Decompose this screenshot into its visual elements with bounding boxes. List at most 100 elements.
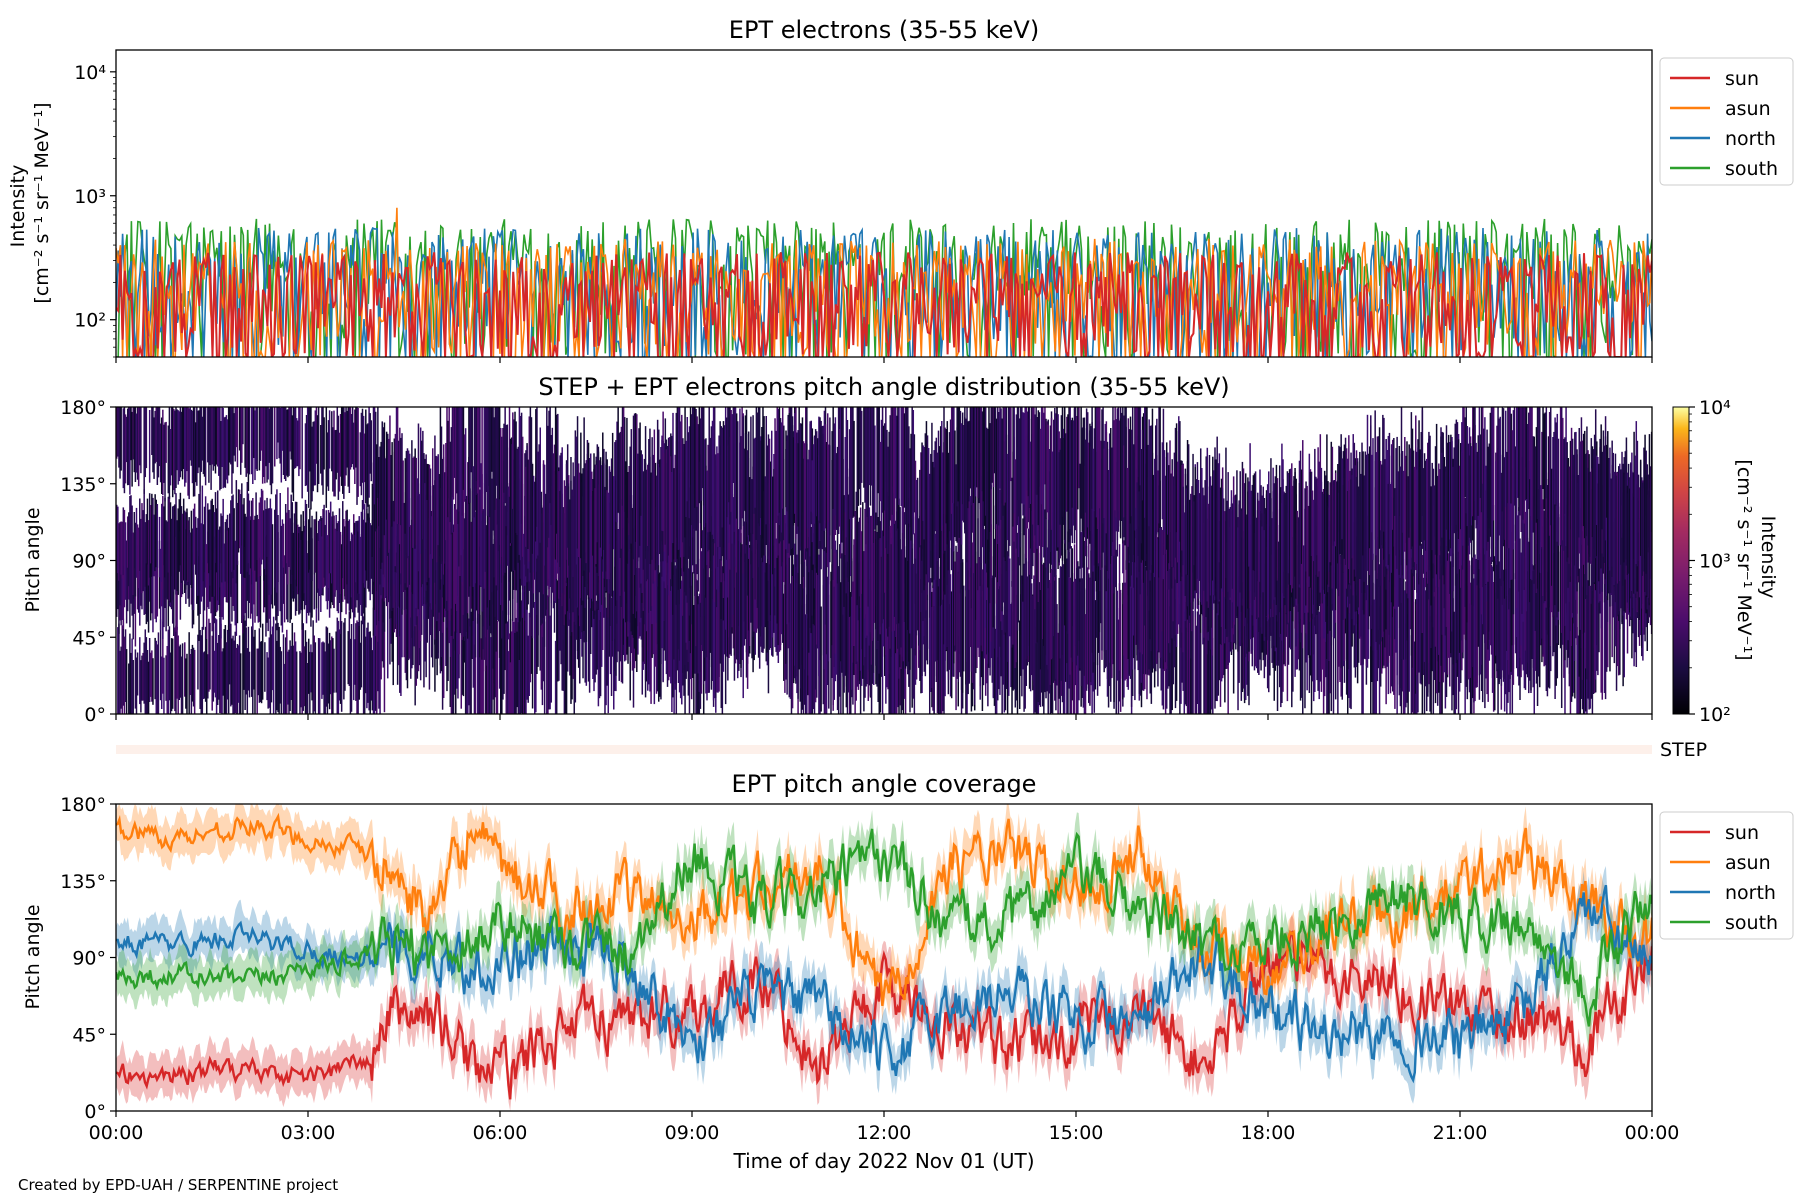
- heatmap-cell: [779, 500, 782, 651]
- heatmap-cell: [406, 552, 409, 689]
- heatmap-cell: [1449, 442, 1451, 540]
- heatmap-cell: [162, 621, 164, 694]
- heatmap-cell: [1440, 436, 1442, 552]
- heatmap-cell: [877, 517, 879, 641]
- heatmap-cell: [1435, 423, 1438, 575]
- heatmap-cell: [365, 522, 367, 571]
- heatmap-cell: [189, 407, 192, 461]
- heatmap-cell: [282, 523, 285, 568]
- heatmap-cell: [1475, 558, 1477, 688]
- heatmap-cell: [1412, 547, 1415, 669]
- heatmap-cell: [506, 424, 509, 536]
- heatmap-cell: [968, 476, 970, 590]
- heatmap-cell: [286, 409, 288, 476]
- heatmap-cell: [969, 542, 972, 647]
- heatmap-cell: [1334, 472, 1337, 547]
- heatmap-cell: [1346, 491, 1349, 597]
- heatmap-cell: [1282, 459, 1284, 603]
- heatmap-cell: [689, 546, 692, 654]
- heatmap-cell: [480, 638, 482, 714]
- heatmap-cell: [615, 480, 617, 606]
- heatmap-cell: [304, 630, 307, 714]
- heatmap-cell: [158, 407, 161, 467]
- heatmap-cell: [117, 506, 119, 574]
- heatmap-cell: [1422, 577, 1425, 675]
- heatmap-cell: [984, 541, 987, 628]
- heatmap-cell: [894, 407, 897, 499]
- heatmap-cell: [638, 428, 640, 558]
- heatmap-cell: [239, 653, 242, 714]
- heatmap-cell: [922, 488, 924, 621]
- heatmap-cell: [238, 489, 241, 549]
- heatmap-cell: [267, 657, 269, 709]
- heatmap-cell: [1452, 553, 1454, 665]
- heatmap-cell: [743, 448, 746, 511]
- heatmap-cell: [593, 453, 595, 619]
- heatmap-cell: [1580, 631, 1583, 699]
- heatmap-cell: [207, 407, 209, 463]
- heatmap-cell: [1339, 452, 1341, 555]
- heatmap-cell: [854, 587, 856, 714]
- heatmap-cell: [157, 407, 160, 478]
- heatmap-cell: [859, 572, 862, 671]
- heatmap-cell: [500, 529, 502, 605]
- heatmap-cell: [1376, 436, 1379, 539]
- heatmap-cell: [1330, 590, 1333, 712]
- heatmap-cell: [1330, 441, 1333, 566]
- heatmap-cell: [1061, 407, 1064, 556]
- heatmap-cell: [570, 595, 572, 704]
- heatmap-cell: [994, 407, 997, 530]
- heatmap-cell: [740, 533, 742, 668]
- heatmap-cell: [518, 510, 521, 660]
- heatmap-cell: [163, 424, 165, 483]
- heatmap-cell: [726, 539, 728, 657]
- heatmap-cell: [368, 632, 370, 711]
- heatmap-cell: [487, 586, 490, 714]
- heatmap-cell: [1500, 472, 1503, 586]
- heatmap-cell: [1533, 565, 1536, 689]
- heatmap-cell: [309, 545, 311, 613]
- heatmap-cell: [250, 626, 253, 697]
- heatmap-cell: [139, 545, 141, 626]
- heatmap-cell: [401, 576, 403, 658]
- heatmap-cell: [915, 480, 918, 574]
- heatmap-cell: [1209, 476, 1212, 596]
- heatmap-cell: [297, 420, 299, 467]
- heatmap-cell: [606, 565, 608, 686]
- heatmap-cell: [1322, 494, 1325, 590]
- heatmap-cell: [490, 488, 492, 634]
- heatmap-cell: [1283, 571, 1285, 665]
- heatmap-cell: [334, 430, 336, 497]
- heatmap-cell: [858, 407, 861, 490]
- heatmap-cell: [1198, 614, 1201, 714]
- heatmap-cell: [880, 532, 883, 627]
- heatmap-cell: [869, 579, 872, 697]
- heatmap-cell: [476, 407, 479, 494]
- heatmap-cell: [825, 523, 828, 655]
- heatmap-cell: [1356, 461, 1359, 611]
- heatmap-cell: [685, 440, 687, 517]
- heatmap-cell: [1357, 486, 1360, 608]
- heatmap-cell: [1044, 509, 1046, 673]
- heatmap-cell: [232, 635, 234, 714]
- heatmap-cell: [1536, 488, 1539, 589]
- heatmap-cell: [955, 464, 957, 542]
- heatmap-cell: [1136, 407, 1138, 483]
- heatmap-cell: [1049, 425, 1052, 552]
- heatmap-cell: [1110, 526, 1112, 667]
- heatmap-cell: [1545, 472, 1548, 608]
- heatmap-cell: [348, 519, 351, 611]
- heatmap-cell: [142, 510, 144, 592]
- heatmap-cell: [910, 491, 912, 617]
- heatmap-cell: [1029, 441, 1032, 504]
- heatmap-cell: [1508, 496, 1510, 610]
- heatmap-cell: [1559, 506, 1562, 649]
- heatmap-cell: [537, 490, 539, 636]
- heatmap-cell: [140, 518, 142, 565]
- heatmap-cell: [486, 617, 489, 714]
- heatmap-cell: [1563, 593, 1565, 678]
- heatmap-cell: [905, 502, 908, 667]
- heatmap-cell: [457, 508, 459, 630]
- heatmap-cell: [441, 458, 444, 562]
- heatmap-cell: [512, 412, 514, 509]
